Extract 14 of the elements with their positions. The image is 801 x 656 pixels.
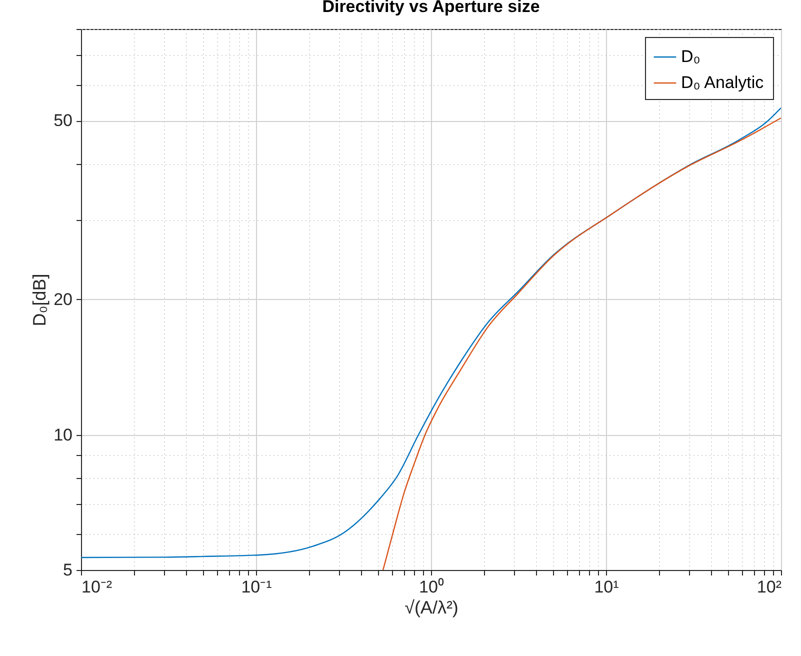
x-tick-label: 10¹ — [594, 578, 620, 596]
y-axis-title: D₀[dB] — [30, 274, 50, 326]
x-tick-label: 10² — [756, 578, 782, 596]
x-tick-label: 10⁰ — [419, 578, 444, 596]
legend-label: D₀ — [681, 47, 700, 66]
y-tick-label: 20 — [54, 290, 72, 309]
x-tick-label: 10⁻¹ — [241, 578, 272, 596]
legend-label: D₀ Analytic — [681, 73, 764, 92]
x-tick-label: 10⁻² — [82, 578, 112, 596]
y-tick-label: 50 — [54, 111, 72, 130]
chart-title: Directivity vs Aperture size — [322, 0, 540, 16]
y-tick-label: 10 — [54, 425, 72, 444]
y-tick-label: 5 — [63, 560, 72, 580]
x-axis-title: √(A/λ²) — [404, 598, 458, 618]
